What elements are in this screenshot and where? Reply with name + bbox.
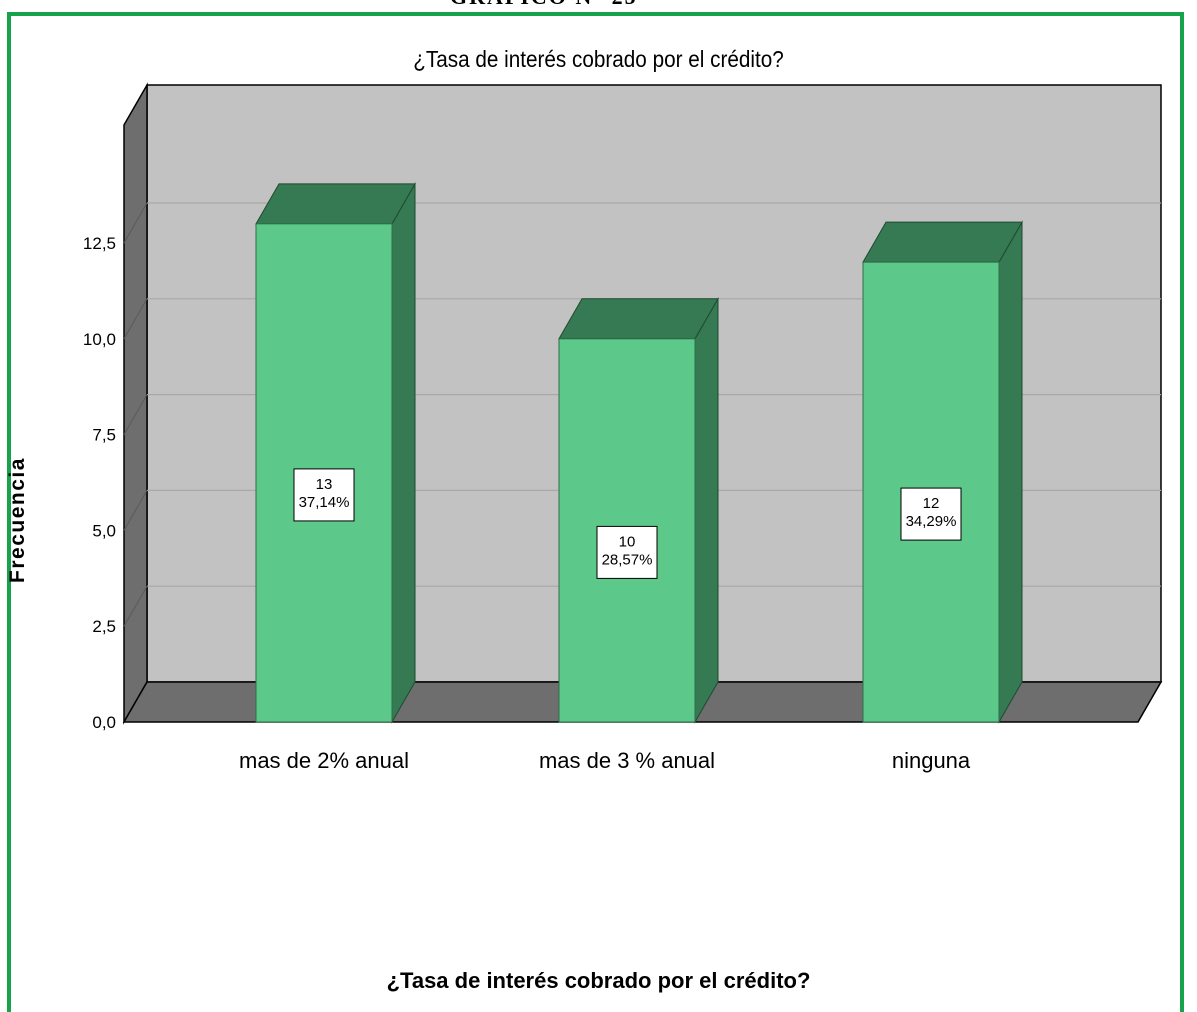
gridline-side (123, 490, 148, 531)
data-label-box (900, 487, 962, 541)
data-label-count: 13 (316, 476, 333, 493)
bar-side (391, 181, 416, 724)
plot-left-wall (123, 82, 148, 725)
data-label-box (596, 525, 658, 579)
y-tick-label: 5,0 (92, 521, 116, 540)
y-tick-label: 12,5 (83, 234, 116, 253)
gridline-side (123, 298, 148, 340)
data-label-percent: 34,29% (906, 513, 957, 530)
y-tick-label: 7,5 (92, 426, 116, 445)
gridline-side (123, 394, 148, 435)
data-label-count: 10 (619, 533, 636, 550)
data-label-count: 12 (923, 495, 940, 512)
bar-top (558, 298, 719, 340)
gridline-side (123, 585, 148, 627)
data-label-percent: 28,57% (602, 551, 653, 568)
x-tick-label: ninguna (892, 748, 971, 773)
bar-top (255, 183, 416, 225)
x-tick-label: mas de 2% anual (239, 748, 409, 773)
bar-side (998, 220, 1023, 724)
gridline-side (123, 202, 148, 244)
figure-heading: GRÁFICO N° 25 (450, 0, 638, 10)
bar-top (862, 221, 1023, 263)
bar-side (694, 296, 719, 724)
y-tick-label: 0,0 (92, 713, 116, 732)
y-tick-label: 2,5 (92, 617, 116, 636)
x-tick-label: mas de 3 % anual (539, 748, 715, 773)
chart-title: ¿Tasa de interés cobrado por el crédito? (413, 46, 784, 72)
data-label-percent: 37,14% (299, 494, 350, 511)
data-label-box (293, 468, 355, 522)
y-tick-label: 10,0 (83, 330, 116, 349)
